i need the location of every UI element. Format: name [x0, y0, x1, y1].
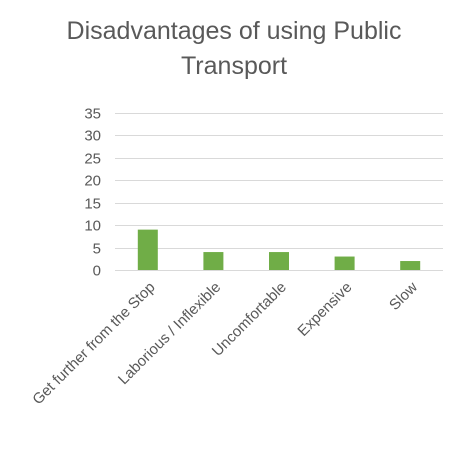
gridlines [115, 113, 443, 271]
bar-0 [137, 229, 158, 270]
chart-title: Disadvantages of using Public Transport [0, 14, 468, 84]
y-tick-label: 25 [84, 151, 101, 168]
chart-title-line-1: Disadvantages of using Public [66, 17, 402, 45]
bar-1 [203, 252, 224, 270]
y-tick-label: 35 [84, 106, 101, 123]
y-tick-label: 15 [84, 196, 101, 213]
bars [137, 229, 421, 270]
x-tick-label: Get further from the Stop [29, 279, 158, 408]
y-tick-label: 0 [93, 263, 101, 280]
y-tick-label: 10 [84, 218, 101, 235]
bar-3 [334, 256, 355, 270]
x-tick-label: Slow [386, 279, 421, 314]
bar-4 [400, 261, 421, 270]
bar-2 [269, 252, 289, 270]
chart-title-line-2: Transport [180, 52, 288, 80]
y-tick-label: 30 [84, 128, 101, 145]
y-tick-label: 5 [93, 241, 101, 258]
y-tick-label: 20 [84, 173, 101, 190]
y-axis-tick-labels: 0 5 10 15 20 25 30 35 [84, 106, 101, 280]
x-tick-label: Expensive [294, 279, 355, 340]
